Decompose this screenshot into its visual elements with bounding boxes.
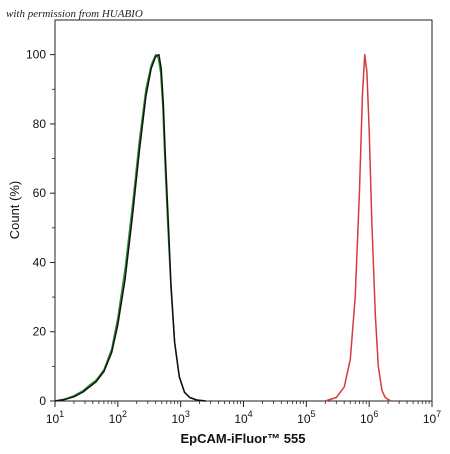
- x-tick-label: 104: [234, 409, 252, 426]
- x-tick-label: 103: [171, 409, 189, 426]
- y-tick-label: 20: [33, 325, 47, 339]
- y-axis-title: Count (%): [7, 181, 22, 240]
- x-tick-label: 101: [46, 409, 64, 426]
- y-tick-label: 40: [33, 255, 47, 269]
- x-tick-label: 107: [423, 409, 441, 426]
- x-axis-title: EpCAM-iFluor™ 555: [181, 431, 306, 446]
- y-tick-label: 100: [26, 48, 46, 62]
- x-tick-label: 102: [109, 409, 127, 426]
- series-line-2: [54, 53, 206, 402]
- x-tick-label: 105: [297, 409, 315, 426]
- plot-frame: [54, 19, 433, 402]
- y-tick-label: 80: [33, 117, 47, 131]
- x-tick-label: 106: [360, 409, 378, 426]
- watermark-text: with permission from HUABIO: [6, 8, 143, 20]
- series-line-3: [324, 53, 392, 402]
- y-tick-label: 60: [33, 186, 47, 200]
- y-tick-label: 0: [39, 394, 46, 408]
